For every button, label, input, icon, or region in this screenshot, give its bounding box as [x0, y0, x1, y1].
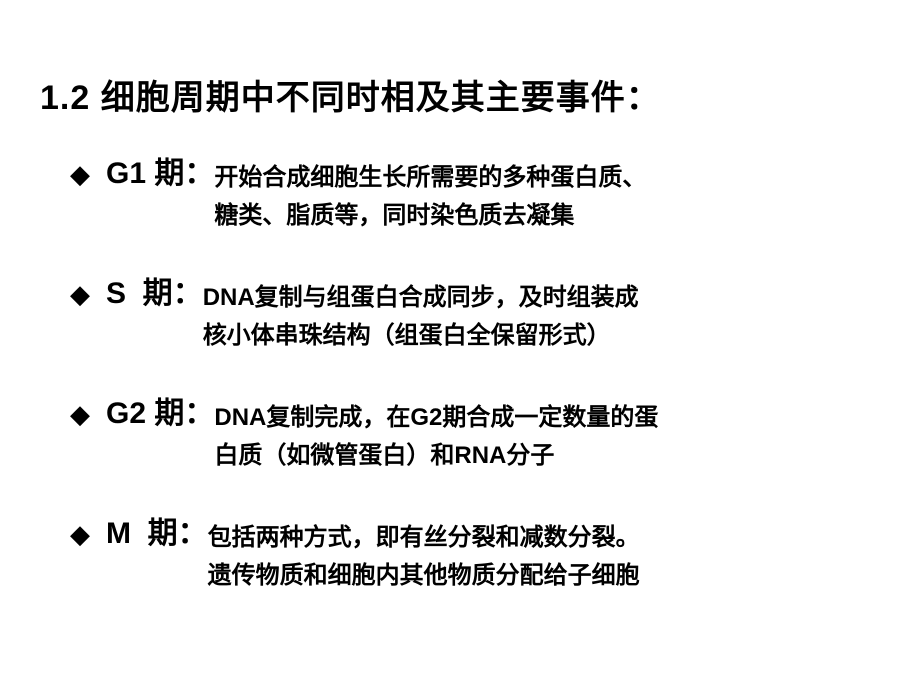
desc-line: 白质（如微管蛋白）和RNA分子	[214, 437, 880, 475]
phase-item-m: ◆ M 期 ： 包括两种方式，即有丝分裂和减数分裂。 遗传物质和细胞内其他物质分…	[40, 517, 880, 595]
diamond-bullet-icon: ◆	[70, 397, 106, 431]
phase-description: 包括两种方式，即有丝分裂和减数分裂。 遗传物质和细胞内其他物质分配给子细胞	[208, 517, 880, 595]
diamond-bullet-icon: ◆	[70, 157, 106, 191]
phase-colon: ：	[184, 157, 214, 191]
desc-line: 开始合成细胞生长所需要的多种蛋白质、	[214, 159, 880, 197]
phase-label: G1 期	[106, 157, 184, 191]
phase-item-g2: ◆ G2 期 ： DNA复制完成，在G2期合成一定数量的蛋 白质（如微管蛋白）和…	[40, 397, 880, 475]
section-heading: 1.2 细胞周期中不同时相及其主要事件：	[40, 70, 880, 119]
desc-line: 糖类、脂质等，同时染色质去凝集	[214, 197, 880, 235]
slide-page: 1.2 细胞周期中不同时相及其主要事件： ◆ G1 期 ： 开始合成细胞生长所需…	[0, 0, 920, 690]
desc-line: 核小体串珠结构（组蛋白全保留形式）	[203, 317, 880, 355]
phase-label: G2 期	[106, 397, 184, 431]
phase-item-s: ◆ S 期 ： DNA复制与组蛋白合成同步，及时组装成 核小体串珠结构（组蛋白全…	[40, 277, 880, 355]
desc-line: DNA复制与组蛋白合成同步，及时组装成	[203, 279, 880, 317]
diamond-bullet-icon: ◆	[70, 517, 106, 551]
desc-line: 包括两种方式，即有丝分裂和减数分裂。	[208, 519, 880, 557]
phase-colon: ：	[173, 277, 203, 311]
phase-description: DNA复制完成，在G2期合成一定数量的蛋 白质（如微管蛋白）和RNA分子	[214, 397, 880, 475]
phase-colon: ：	[184, 397, 214, 431]
desc-line: DNA复制完成，在G2期合成一定数量的蛋	[214, 399, 880, 437]
phase-description: 开始合成细胞生长所需要的多种蛋白质、 糖类、脂质等，同时染色质去凝集	[214, 157, 880, 235]
desc-line: 遗传物质和细胞内其他物质分配给子细胞	[208, 557, 880, 595]
diamond-bullet-icon: ◆	[70, 277, 106, 311]
phase-label: M 期	[106, 517, 178, 551]
phase-colon: ：	[178, 517, 208, 551]
phase-item-g1: ◆ G1 期 ： 开始合成细胞生长所需要的多种蛋白质、 糖类、脂质等，同时染色质…	[40, 157, 880, 235]
phase-description: DNA复制与组蛋白合成同步，及时组装成 核小体串珠结构（组蛋白全保留形式）	[203, 277, 880, 355]
phase-label: S 期	[106, 277, 173, 311]
